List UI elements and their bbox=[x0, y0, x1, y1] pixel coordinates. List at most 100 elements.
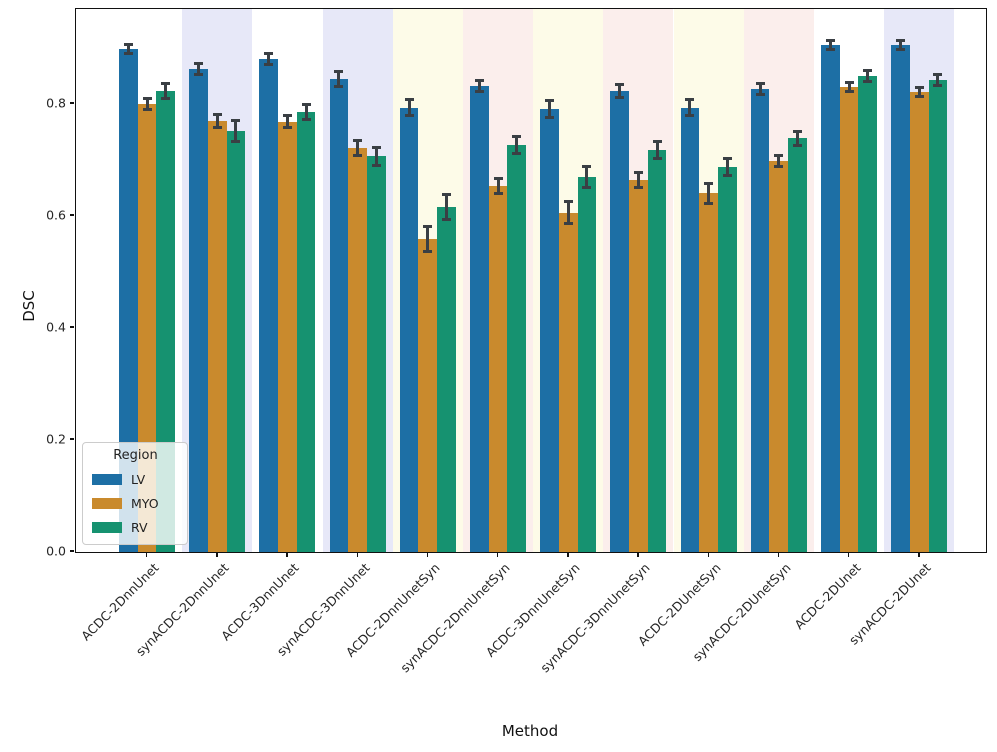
y-tick-mark bbox=[69, 102, 74, 104]
error-bar bbox=[426, 226, 430, 252]
y-tick-label: 0.4 bbox=[46, 319, 66, 335]
error-bar-cap bbox=[194, 72, 203, 76]
error-bar-cap bbox=[633, 185, 643, 189]
error-bar-cap bbox=[371, 163, 381, 167]
error-bar-cap bbox=[142, 107, 152, 111]
bar-rv bbox=[156, 90, 176, 552]
error-bar-cap bbox=[825, 39, 835, 43]
bar-rv bbox=[717, 166, 737, 552]
y-tick-label: 0.8 bbox=[46, 95, 66, 111]
y-tick-label: 0.6 bbox=[46, 207, 66, 223]
bar-lv bbox=[329, 78, 349, 552]
error-bar-cap bbox=[863, 79, 873, 83]
legend-item-lv: LV bbox=[92, 467, 179, 491]
error-bar-cap bbox=[793, 143, 802, 147]
error-bar bbox=[585, 166, 589, 187]
legend-item-label: LV bbox=[131, 471, 146, 487]
bar-myo bbox=[418, 239, 438, 552]
x-tick-mark bbox=[777, 552, 780, 557]
error-bar-cap bbox=[582, 165, 592, 169]
error-bar-cap bbox=[933, 72, 943, 76]
error-bar-cap bbox=[652, 156, 662, 160]
bar-rv bbox=[928, 80, 948, 552]
error-bar-cap bbox=[896, 38, 905, 42]
bar-rv bbox=[296, 112, 316, 552]
bar-lv bbox=[469, 85, 489, 552]
error-bar bbox=[285, 115, 289, 128]
error-bar-cap bbox=[404, 114, 414, 118]
bar-myo bbox=[488, 185, 508, 552]
error-bar bbox=[234, 120, 238, 142]
error-bar bbox=[618, 84, 622, 98]
bar-myo bbox=[558, 212, 578, 552]
error-bar-cap bbox=[652, 140, 662, 144]
error-bar-cap bbox=[563, 200, 573, 204]
bar-lv bbox=[189, 68, 208, 552]
error-bar-cap bbox=[933, 84, 943, 88]
error-bar bbox=[337, 71, 341, 87]
y-tick-mark bbox=[69, 214, 74, 216]
error-bar bbox=[407, 99, 411, 116]
error-bar-cap bbox=[142, 96, 152, 100]
error-bar bbox=[548, 100, 551, 118]
legend-item-label: MYO bbox=[131, 495, 159, 511]
x-tick-mark bbox=[848, 552, 850, 557]
x-tick-mark bbox=[707, 552, 709, 557]
error-bar-cap bbox=[353, 153, 363, 157]
error-bar-cap bbox=[123, 52, 133, 56]
x-tick-mark bbox=[637, 552, 639, 557]
legend: Region LV MYO RV bbox=[82, 442, 188, 545]
error-bar bbox=[725, 158, 729, 176]
error-bar-cap bbox=[844, 90, 854, 94]
bar-rv bbox=[577, 176, 597, 552]
error-bar bbox=[477, 80, 481, 92]
error-bar-cap bbox=[615, 95, 625, 99]
y-tick-label: 0.2 bbox=[46, 431, 66, 447]
error-bar bbox=[636, 172, 640, 187]
y-tick-mark bbox=[69, 438, 74, 440]
error-bar-cap bbox=[423, 249, 433, 253]
error-bar-cap bbox=[512, 151, 522, 155]
error-bar-cap bbox=[493, 191, 503, 195]
error-bar-cap bbox=[353, 139, 363, 143]
error-bar bbox=[515, 136, 519, 154]
y-tick-mark bbox=[69, 326, 74, 328]
x-tick-mark bbox=[356, 552, 358, 557]
error-bar-cap bbox=[231, 139, 241, 143]
error-bar bbox=[197, 63, 200, 75]
bar-rv bbox=[437, 207, 456, 552]
bar-myo bbox=[137, 103, 157, 552]
x-tick-mark bbox=[146, 552, 148, 557]
error-bar-cap bbox=[633, 170, 643, 174]
error-bar-cap bbox=[704, 181, 714, 185]
error-bar bbox=[847, 82, 851, 92]
error-bar-cap bbox=[844, 81, 854, 85]
error-bar bbox=[164, 83, 168, 98]
error-bar-cap bbox=[863, 68, 873, 72]
error-bar-cap bbox=[615, 82, 625, 86]
error-bar bbox=[445, 194, 448, 220]
legend-title: Region bbox=[113, 448, 158, 463]
bar-lv bbox=[610, 90, 630, 552]
y-tick-mark bbox=[69, 550, 74, 552]
error-bar-cap bbox=[755, 93, 765, 97]
error-bar bbox=[936, 74, 940, 86]
error-bar-cap bbox=[685, 114, 695, 118]
error-bar-cap bbox=[722, 173, 732, 177]
error-bar-cap bbox=[282, 125, 292, 129]
error-bar-cap bbox=[774, 154, 784, 158]
x-tick-mark bbox=[567, 552, 569, 557]
error-bar bbox=[866, 70, 870, 82]
error-bar-cap bbox=[722, 156, 732, 160]
error-bar bbox=[828, 40, 832, 50]
y-tick-label: 0.0 bbox=[46, 543, 66, 559]
error-bar-cap bbox=[914, 86, 924, 90]
error-bar-cap bbox=[334, 84, 344, 88]
bar-lv bbox=[540, 109, 559, 552]
error-bar-cap bbox=[301, 117, 311, 121]
error-bar-cap bbox=[264, 62, 274, 66]
error-bar bbox=[796, 131, 799, 146]
bar-rv bbox=[858, 75, 878, 552]
error-bar-cap bbox=[423, 225, 433, 229]
